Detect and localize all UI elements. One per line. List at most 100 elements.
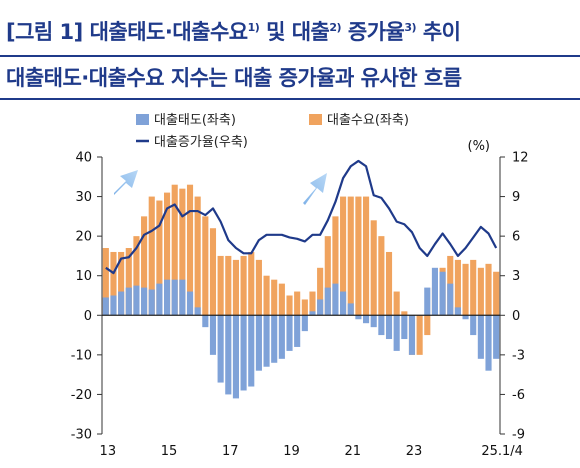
right-tick-label: 9: [512, 190, 520, 205]
bar-loan-demand: [125, 248, 132, 316]
bar-loan-demand: [370, 220, 377, 316]
bar-loan-demand: [317, 267, 324, 316]
bar-loan-demand: [240, 255, 247, 316]
title-divider-top: [0, 55, 580, 57]
legend-swatch-lending-attitude: [136, 114, 149, 125]
title-footnote-marker: 2): [329, 21, 342, 34]
right-tick-label: -9: [512, 428, 525, 443]
bar-lending-attitude: [286, 315, 293, 351]
bar-loan-demand: [118, 251, 125, 316]
bar-lending-attitude: [378, 315, 385, 336]
bar-lending-attitude: [202, 315, 209, 328]
title-text-part: [그림 1] 대출태도·대출수요: [6, 20, 248, 44]
bar-lending-attitude: [431, 267, 438, 316]
bar-loan-demand: [340, 196, 347, 316]
bar-lending-attitude: [232, 315, 239, 399]
x-tick-label: 23: [406, 444, 423, 459]
right-tick-label: 3: [512, 269, 520, 284]
bar-loan-demand: [232, 259, 239, 316]
title-bar: [그림 1] 대출태도·대출수요1) 및 대출2) 증가율3) 추이 대출태도·…: [0, 0, 580, 102]
bar-loan-demand: [363, 196, 370, 316]
bar-loan-demand: [477, 267, 484, 316]
bar-lending-attitude: [462, 315, 469, 320]
bar-lending-attitude: [424, 287, 431, 316]
bar-lending-attitude: [401, 315, 408, 340]
bar-loan-demand: [301, 299, 308, 316]
bar-loan-demand: [378, 236, 385, 316]
bar-loan-demand: [202, 216, 209, 316]
up-arrow-icon: [114, 170, 138, 195]
bar-lending-attitude: [447, 283, 454, 316]
bar-lending-attitude: [301, 315, 308, 332]
bar-loan-demand: [278, 283, 285, 316]
unit-label: (%): [468, 139, 491, 154]
bar-lending-attitude: [125, 287, 132, 316]
legend-label-lending-attitude: 대출태도(좌축): [154, 113, 236, 128]
bar-lending-attitude: [148, 289, 155, 316]
bar-lending-attitude: [248, 315, 255, 387]
title-footnote-marker: 3): [404, 21, 417, 34]
bar-lending-attitude: [332, 283, 339, 316]
title-text-part: 및 대출: [259, 20, 330, 44]
title-footnote-marker: 1): [247, 21, 260, 34]
bar-loan-demand: [133, 236, 140, 316]
bar-lending-attitude: [110, 295, 117, 316]
bar-lending-attitude: [317, 299, 324, 316]
bar-lending-attitude: [485, 315, 492, 371]
x-tick-label: 13: [100, 444, 117, 459]
bar-loan-demand: [485, 263, 492, 316]
bar-loan-demand: [271, 279, 278, 316]
bar-loan-demand: [286, 295, 293, 316]
bar-loan-demand: [194, 196, 201, 316]
bar-loan-demand: [156, 200, 163, 316]
bar-lending-attitude: [186, 291, 194, 316]
left-tick-label: 0: [84, 309, 92, 324]
bar-loan-demand: [209, 228, 217, 316]
bar-lending-attitude: [470, 315, 477, 336]
bar-lending-attitude: [255, 315, 262, 371]
bar-loan-demand: [148, 196, 155, 316]
bar-lending-attitude: [217, 315, 224, 383]
legend-label-loan-demand: 대출수요(좌축): [327, 113, 409, 128]
bar-lending-attitude: [179, 279, 186, 316]
legend-swatch-loan-demand: [309, 114, 322, 125]
bar-loan-demand: [347, 196, 354, 316]
bar-lending-attitude: [194, 307, 201, 316]
bar-lending-attitude: [171, 279, 178, 316]
bar-loan-demand: [141, 216, 148, 316]
bar-lending-attitude: [347, 303, 354, 316]
bar-lending-attitude: [385, 315, 393, 340]
bar-lending-attitude: [324, 287, 331, 316]
bar-loan-demand: [401, 311, 408, 316]
bar-lending-attitude: [370, 315, 377, 328]
bar-lending-attitude: [294, 315, 301, 347]
bar-lending-attitude: [393, 315, 400, 351]
bar-lending-attitude: [118, 291, 125, 316]
left-tick-label: 40: [75, 151, 92, 166]
left-tick-label: -20: [71, 388, 92, 403]
bar-loan-demand: [102, 248, 109, 316]
up-arrow-icon: [303, 173, 327, 205]
bar-loan-demand: [385, 251, 393, 316]
bar-lending-attitude: [225, 315, 232, 395]
bar-loan-demand: [309, 291, 316, 316]
bar-loan-demand: [416, 315, 423, 355]
bar-lending-attitude: [271, 315, 278, 363]
bar-loan-demand: [217, 255, 224, 316]
bar-loan-demand: [393, 291, 400, 316]
bar-loan-demand: [424, 315, 431, 336]
bar-loan-demand: [255, 259, 262, 316]
line-loan-growth: [105, 159, 498, 275]
bar-loan-demand: [462, 263, 469, 316]
bar-lending-attitude: [439, 271, 446, 316]
bar-loan-demand: [332, 216, 339, 316]
bar-lending-attitude: [309, 311, 316, 316]
left-tick-label: 30: [75, 190, 92, 205]
bar-lending-attitude: [278, 315, 285, 359]
bar-lending-attitude: [408, 315, 416, 355]
right-tick-label: -6: [512, 388, 525, 403]
left-tick-label: 20: [75, 230, 92, 245]
bar-loan-demand: [179, 188, 186, 316]
bar-loan-demand: [164, 192, 171, 316]
